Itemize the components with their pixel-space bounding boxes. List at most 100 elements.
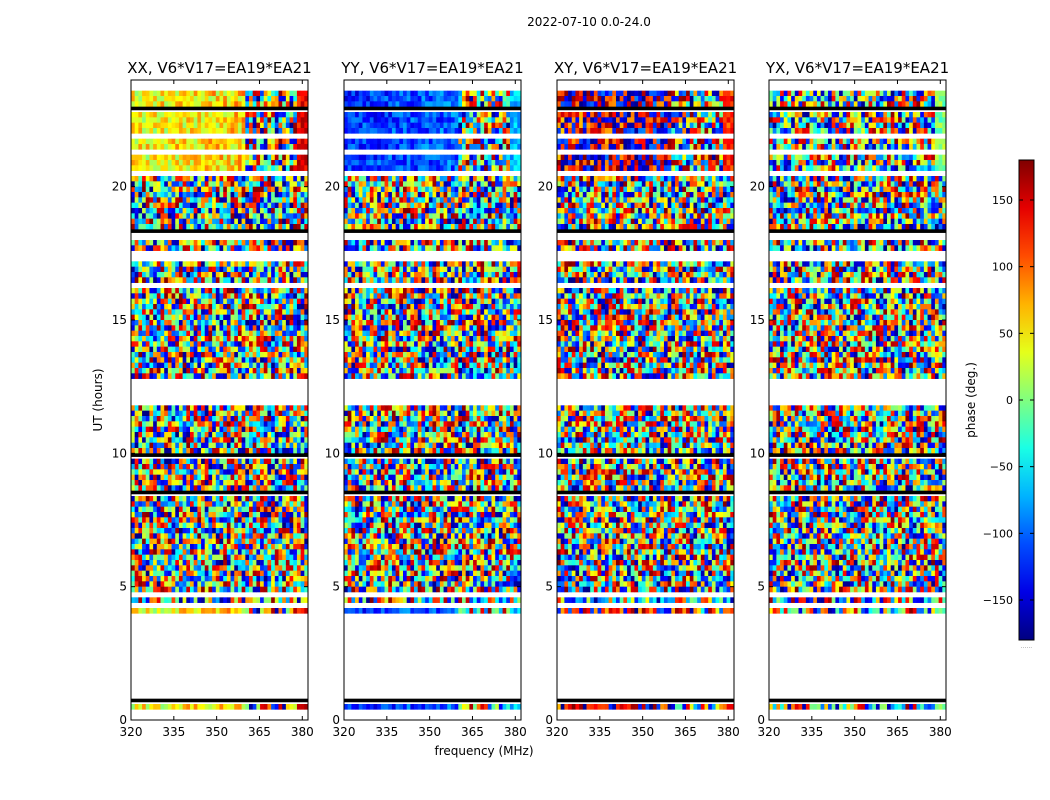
heatmap-cell bbox=[230, 437, 235, 443]
heatmap-cell bbox=[249, 330, 253, 337]
heatmap-cell bbox=[186, 197, 191, 203]
heatmap-cell bbox=[421, 160, 426, 166]
heatmap-cell bbox=[484, 181, 489, 187]
heatmap-cell bbox=[237, 480, 242, 486]
heatmap-cell bbox=[182, 357, 187, 363]
heatmap-cell bbox=[260, 346, 265, 353]
heatmap-cell bbox=[234, 298, 239, 305]
heatmap-cell bbox=[201, 426, 206, 433]
heatmap-cell bbox=[237, 528, 242, 534]
heatmap-cell bbox=[138, 138, 143, 145]
heatmap-cell bbox=[282, 138, 287, 145]
heatmap-cell bbox=[241, 501, 246, 507]
heatmap-cell bbox=[208, 240, 213, 246]
heatmap-cell bbox=[347, 224, 352, 230]
heatmap-cell bbox=[175, 538, 180, 545]
heatmap-cell bbox=[285, 96, 290, 102]
heatmap-cell bbox=[414, 213, 419, 219]
heatmap-cell bbox=[186, 213, 191, 219]
heatmap-cell bbox=[237, 320, 242, 326]
heatmap-cell bbox=[190, 320, 194, 326]
heatmap-cell bbox=[160, 272, 165, 278]
heatmap-cell bbox=[212, 517, 217, 523]
heatmap-cell bbox=[223, 208, 228, 214]
heatmap-cell bbox=[300, 160, 305, 166]
heatmap-cell bbox=[347, 240, 352, 246]
heatmap-cell bbox=[230, 138, 235, 145]
heatmap-cell bbox=[447, 96, 452, 102]
heatmap-cell bbox=[249, 528, 253, 534]
heatmap-cell bbox=[362, 165, 367, 171]
heatmap-cell bbox=[406, 144, 411, 150]
heatmap-cell bbox=[212, 608, 217, 614]
heatmap-cell bbox=[506, 101, 511, 107]
heatmap-cell bbox=[355, 218, 360, 225]
heatmap-cell bbox=[245, 277, 250, 283]
heatmap-cell bbox=[249, 480, 253, 486]
heatmap-cell bbox=[142, 570, 147, 577]
heatmap-cell bbox=[252, 597, 257, 603]
heatmap-cell bbox=[153, 426, 158, 433]
heatmap-cell bbox=[462, 154, 466, 161]
heatmap-cell bbox=[293, 597, 298, 603]
heatmap-cell bbox=[237, 90, 242, 97]
heatmap-cell bbox=[421, 101, 426, 107]
heatmap-cell bbox=[344, 181, 348, 187]
heatmap-cell bbox=[462, 224, 466, 230]
heatmap-cell bbox=[351, 122, 356, 129]
heatmap-cell bbox=[465, 224, 470, 230]
heatmap-cell bbox=[278, 117, 283, 123]
heatmap-cell bbox=[167, 538, 172, 545]
heatmap-cell bbox=[458, 154, 463, 161]
heatmap-cell bbox=[366, 240, 371, 246]
heatmap-cell bbox=[186, 218, 191, 225]
heatmap-cell bbox=[300, 288, 305, 294]
heatmap-cell bbox=[260, 416, 265, 422]
heatmap-cell bbox=[164, 165, 169, 171]
heatmap-cell bbox=[219, 224, 224, 230]
heatmap-cell bbox=[230, 496, 235, 502]
heatmap-cell bbox=[388, 122, 393, 129]
heatmap-cell bbox=[296, 325, 301, 331]
heatmap-cell bbox=[164, 314, 169, 321]
heatmap-cell bbox=[263, 90, 268, 97]
heatmap-cell bbox=[190, 138, 194, 145]
heatmap-cell bbox=[234, 405, 239, 411]
heatmap-cell bbox=[197, 432, 202, 438]
heatmap-cell bbox=[285, 181, 290, 187]
heatmap-cell bbox=[197, 128, 202, 134]
heatmap-cell bbox=[245, 218, 250, 225]
heatmap-cell bbox=[219, 576, 224, 582]
heatmap-cell bbox=[296, 101, 301, 107]
heatmap-cell bbox=[245, 528, 250, 534]
heatmap-cell bbox=[369, 176, 374, 182]
heatmap-cell bbox=[300, 469, 305, 475]
heatmap-cell bbox=[480, 197, 485, 203]
heatmap-cell bbox=[300, 474, 305, 481]
heatmap-cell bbox=[256, 341, 261, 347]
heatmap-cell bbox=[175, 496, 180, 502]
heatmap-cell bbox=[178, 218, 183, 225]
heatmap-cell bbox=[178, 464, 183, 470]
heatmap-cell bbox=[234, 586, 239, 593]
heatmap-cell bbox=[190, 96, 194, 102]
heatmap-cell bbox=[249, 469, 253, 475]
heatmap-cell bbox=[149, 432, 154, 438]
heatmap-cell bbox=[175, 416, 180, 422]
heatmap-cell bbox=[454, 101, 459, 107]
heatmap-cell bbox=[134, 586, 139, 593]
heatmap-cell bbox=[171, 240, 176, 246]
heatmap-cell bbox=[380, 197, 385, 203]
heatmap-cell bbox=[252, 192, 257, 198]
heatmap-cell bbox=[160, 197, 165, 203]
heatmap-cell bbox=[226, 421, 231, 427]
heatmap-cell bbox=[230, 112, 235, 118]
heatmap-cell bbox=[138, 522, 143, 529]
heatmap-cell bbox=[193, 293, 198, 299]
heatmap-cell bbox=[171, 485, 176, 491]
heatmap-cell bbox=[249, 117, 253, 123]
heatmap-cell bbox=[164, 597, 169, 603]
heatmap-cell bbox=[344, 144, 348, 150]
heatmap-cell bbox=[226, 437, 231, 443]
